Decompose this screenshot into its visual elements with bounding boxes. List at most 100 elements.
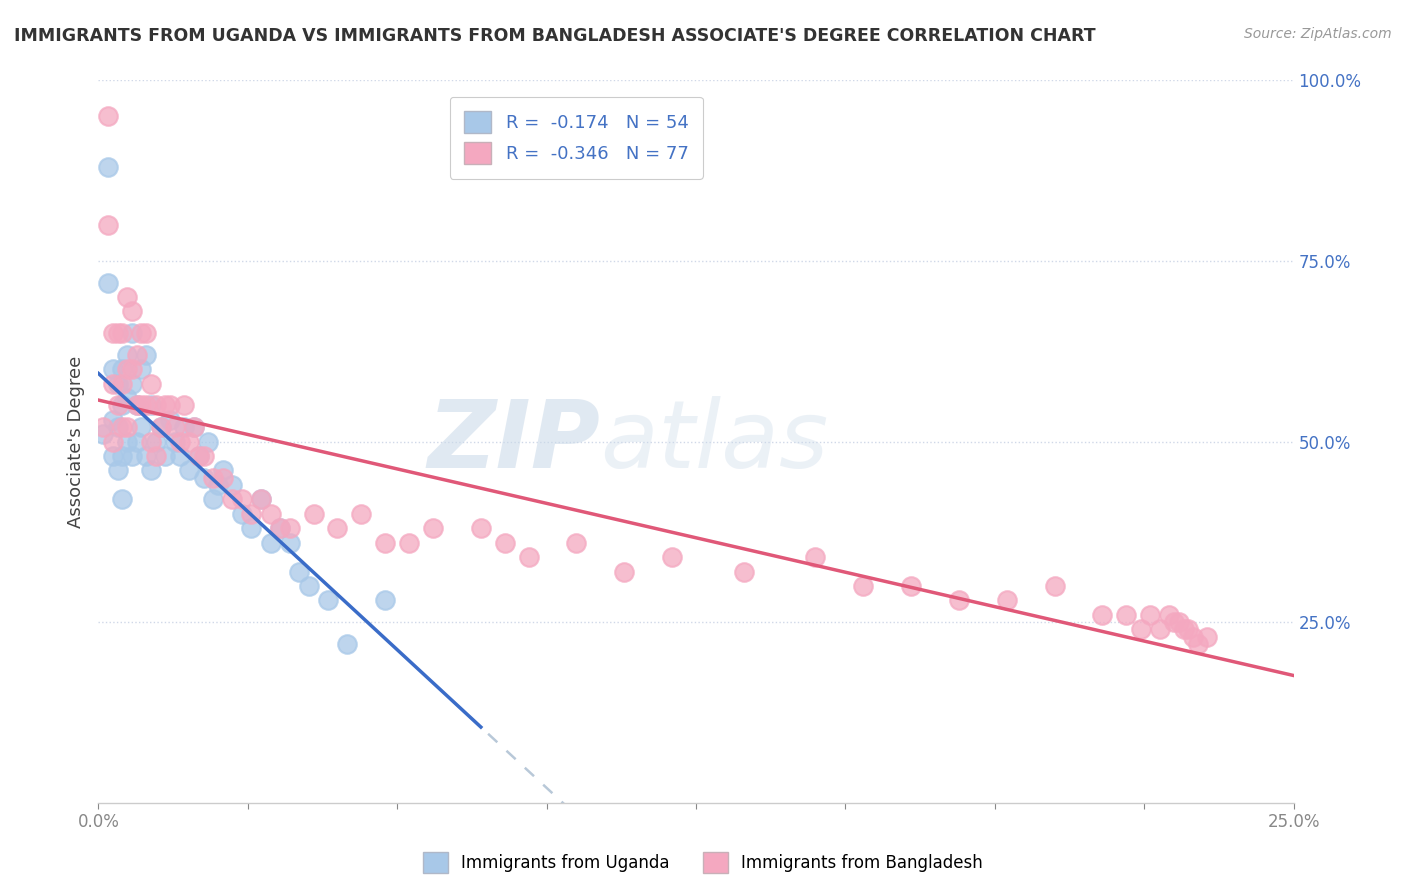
Point bbox=[121, 376, 143, 391]
Point bbox=[121, 449, 143, 463]
Point bbox=[111, 492, 134, 507]
Point bbox=[900, 579, 922, 593]
Point bbox=[187, 449, 209, 463]
Point bbox=[101, 326, 124, 340]
Point bbox=[107, 420, 129, 434]
Point bbox=[517, 550, 540, 565]
Point bbox=[115, 348, 138, 362]
Point bbox=[115, 434, 138, 449]
Point bbox=[733, 565, 755, 579]
Point bbox=[145, 449, 167, 463]
Point bbox=[221, 478, 243, 492]
Point bbox=[149, 420, 172, 434]
Point bbox=[1182, 630, 1205, 644]
Point bbox=[125, 434, 148, 449]
Point bbox=[207, 478, 229, 492]
Point bbox=[422, 521, 444, 535]
Point bbox=[470, 521, 492, 535]
Point bbox=[101, 413, 124, 427]
Point bbox=[202, 470, 225, 484]
Point bbox=[97, 110, 120, 124]
Text: Source: ZipAtlas.com: Source: ZipAtlas.com bbox=[1244, 27, 1392, 41]
Point bbox=[350, 507, 373, 521]
Point bbox=[111, 362, 134, 376]
Point bbox=[1139, 607, 1161, 622]
Point bbox=[250, 492, 273, 507]
Point bbox=[135, 398, 157, 412]
Point bbox=[202, 492, 225, 507]
Point bbox=[145, 434, 167, 449]
Legend: Immigrants from Uganda, Immigrants from Bangladesh: Immigrants from Uganda, Immigrants from … bbox=[416, 846, 990, 880]
Point bbox=[183, 420, 205, 434]
Point bbox=[259, 507, 281, 521]
Point bbox=[131, 420, 153, 434]
Point bbox=[101, 434, 124, 449]
Point bbox=[221, 492, 243, 507]
Point bbox=[131, 362, 153, 376]
Point bbox=[1173, 623, 1195, 637]
Point bbox=[101, 449, 124, 463]
Point bbox=[179, 463, 201, 477]
Legend: R =  -0.174   N = 54, R =  -0.346   N = 77: R = -0.174 N = 54, R = -0.346 N = 77 bbox=[450, 96, 703, 178]
Point bbox=[269, 521, 291, 535]
Point bbox=[107, 326, 129, 340]
Y-axis label: Associate's Degree: Associate's Degree bbox=[66, 355, 84, 528]
Point bbox=[107, 463, 129, 477]
Point bbox=[121, 304, 143, 318]
Point bbox=[125, 348, 148, 362]
Point bbox=[125, 398, 148, 412]
Point bbox=[155, 398, 177, 412]
Point bbox=[1149, 623, 1171, 637]
Point bbox=[374, 535, 396, 549]
Point bbox=[135, 326, 157, 340]
Point bbox=[111, 449, 134, 463]
Point bbox=[145, 398, 167, 412]
Point bbox=[139, 376, 162, 391]
Point bbox=[107, 376, 129, 391]
Point bbox=[91, 420, 114, 434]
Point bbox=[101, 362, 124, 376]
Point bbox=[131, 398, 153, 412]
Point bbox=[240, 507, 263, 521]
Point bbox=[169, 434, 191, 449]
Point bbox=[97, 276, 120, 290]
Point bbox=[111, 326, 134, 340]
Point bbox=[494, 535, 516, 549]
Point bbox=[1159, 607, 1181, 622]
Point bbox=[115, 391, 138, 405]
Point bbox=[804, 550, 827, 565]
Point bbox=[111, 420, 134, 434]
Point bbox=[326, 521, 349, 535]
Point bbox=[240, 521, 263, 535]
Point bbox=[125, 398, 148, 412]
Point bbox=[278, 521, 301, 535]
Point bbox=[211, 463, 233, 477]
Point bbox=[97, 218, 120, 232]
Point bbox=[97, 160, 120, 174]
Point bbox=[298, 579, 321, 593]
Point bbox=[316, 593, 339, 607]
Point bbox=[302, 507, 325, 521]
Point bbox=[155, 449, 177, 463]
Point bbox=[661, 550, 683, 565]
Point bbox=[111, 376, 134, 391]
Point bbox=[852, 579, 875, 593]
Point bbox=[211, 470, 233, 484]
Point bbox=[111, 398, 134, 412]
Point bbox=[231, 507, 253, 521]
Point bbox=[1129, 623, 1152, 637]
Point bbox=[139, 434, 162, 449]
Point bbox=[163, 420, 186, 434]
Point bbox=[91, 427, 114, 442]
Point bbox=[250, 492, 273, 507]
Point bbox=[374, 593, 396, 607]
Point bbox=[1187, 637, 1209, 651]
Point bbox=[121, 362, 143, 376]
Point bbox=[1163, 615, 1185, 630]
Point bbox=[179, 434, 201, 449]
Point bbox=[115, 362, 138, 376]
Point bbox=[101, 376, 124, 391]
Point bbox=[107, 398, 129, 412]
Point bbox=[1043, 579, 1066, 593]
Point bbox=[231, 492, 253, 507]
